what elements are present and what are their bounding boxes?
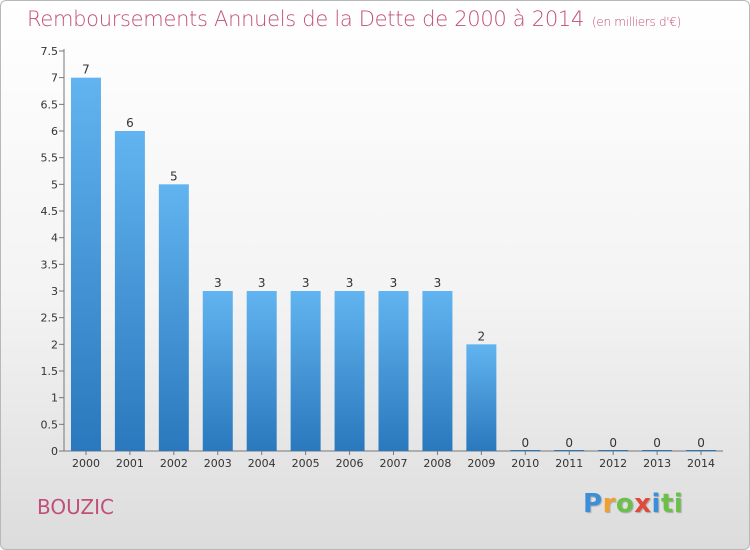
title-text: Remboursements Annuels de la Dette de 20… bbox=[27, 7, 584, 31]
proxiti-logo: Proxiti bbox=[583, 489, 683, 519]
data-label: 6 bbox=[126, 116, 134, 130]
x-tick-label: 2010 bbox=[511, 457, 539, 470]
x-tick-label: 2013 bbox=[643, 457, 671, 470]
bar bbox=[70, 77, 101, 452]
title-unit: (en milliers d'€) bbox=[592, 15, 682, 29]
data-label: 2 bbox=[478, 329, 486, 343]
bar bbox=[202, 291, 233, 451]
bar bbox=[334, 291, 365, 451]
y-tick-label: 5.5 bbox=[41, 152, 59, 165]
y-tick-label: 2 bbox=[51, 338, 58, 351]
data-label: 3 bbox=[258, 276, 266, 290]
data-label: 3 bbox=[390, 276, 398, 290]
bar bbox=[114, 131, 145, 451]
logo-letter: r bbox=[602, 489, 616, 519]
x-tick-label: 2005 bbox=[292, 457, 320, 470]
data-label: 3 bbox=[214, 276, 222, 290]
x-tick-label: 2008 bbox=[423, 457, 451, 470]
data-label: 0 bbox=[653, 436, 661, 450]
x-tick-label: 2011 bbox=[555, 457, 583, 470]
commune-name: BOUZIC bbox=[37, 495, 114, 519]
y-tick-label: 3.5 bbox=[41, 258, 59, 271]
data-label: 0 bbox=[609, 436, 617, 450]
y-tick-label: 3 bbox=[51, 285, 58, 298]
data-label: 7 bbox=[82, 63, 90, 77]
bar bbox=[378, 291, 409, 451]
x-tick-label: 2004 bbox=[248, 457, 276, 470]
y-tick-label: 6 bbox=[51, 125, 58, 138]
y-tick-label: 0.5 bbox=[41, 418, 59, 431]
x-tick-label: 2009 bbox=[467, 457, 495, 470]
y-tick-label: 2.5 bbox=[41, 312, 59, 325]
data-label: 0 bbox=[521, 436, 529, 450]
bar bbox=[466, 344, 497, 451]
y-tick-label: 6.5 bbox=[41, 98, 59, 111]
logo-letter: o bbox=[615, 489, 635, 519]
x-tick-label: 2000 bbox=[72, 457, 100, 470]
x-tick-label: 2012 bbox=[599, 457, 627, 470]
x-tick-label: 2014 bbox=[687, 457, 715, 470]
bar bbox=[290, 291, 321, 451]
y-tick-label: 7 bbox=[51, 72, 58, 85]
y-tick-label: 5 bbox=[51, 178, 58, 191]
y-tick-label: 1 bbox=[51, 392, 58, 405]
data-label: 0 bbox=[565, 436, 573, 450]
y-tick-label: 4 bbox=[51, 232, 58, 245]
data-label: 3 bbox=[302, 276, 310, 290]
bars: 7 6 5 3 3 3 3 3 3 2 0 0 0 0 0 bbox=[70, 63, 717, 452]
x-tick-label: 2003 bbox=[204, 457, 232, 470]
y-tick-label: 4.5 bbox=[41, 205, 59, 218]
bar bbox=[158, 184, 189, 452]
x-tick-label: 2006 bbox=[336, 457, 364, 470]
data-label: 3 bbox=[346, 276, 354, 290]
bar bbox=[422, 291, 453, 451]
x-tick-label: 2002 bbox=[160, 457, 188, 470]
x-tick-label: 2007 bbox=[380, 457, 408, 470]
logo-letter: i bbox=[651, 489, 661, 519]
logo-letter: P bbox=[583, 489, 603, 519]
y-tick-label: 0 bbox=[51, 445, 58, 458]
data-label: 0 bbox=[697, 436, 705, 450]
chart-title: Remboursements Annuels de la Dette de 20… bbox=[27, 7, 681, 31]
logo-letter: ti bbox=[660, 489, 684, 519]
y-tick-label: 7.5 bbox=[41, 45, 59, 58]
x-tick-label: 2001 bbox=[116, 457, 144, 470]
data-label: 5 bbox=[170, 169, 178, 183]
logo-letter: x bbox=[634, 489, 652, 519]
bar bbox=[246, 291, 277, 451]
data-label: 3 bbox=[434, 276, 442, 290]
y-tick-label: 1.5 bbox=[41, 365, 59, 378]
